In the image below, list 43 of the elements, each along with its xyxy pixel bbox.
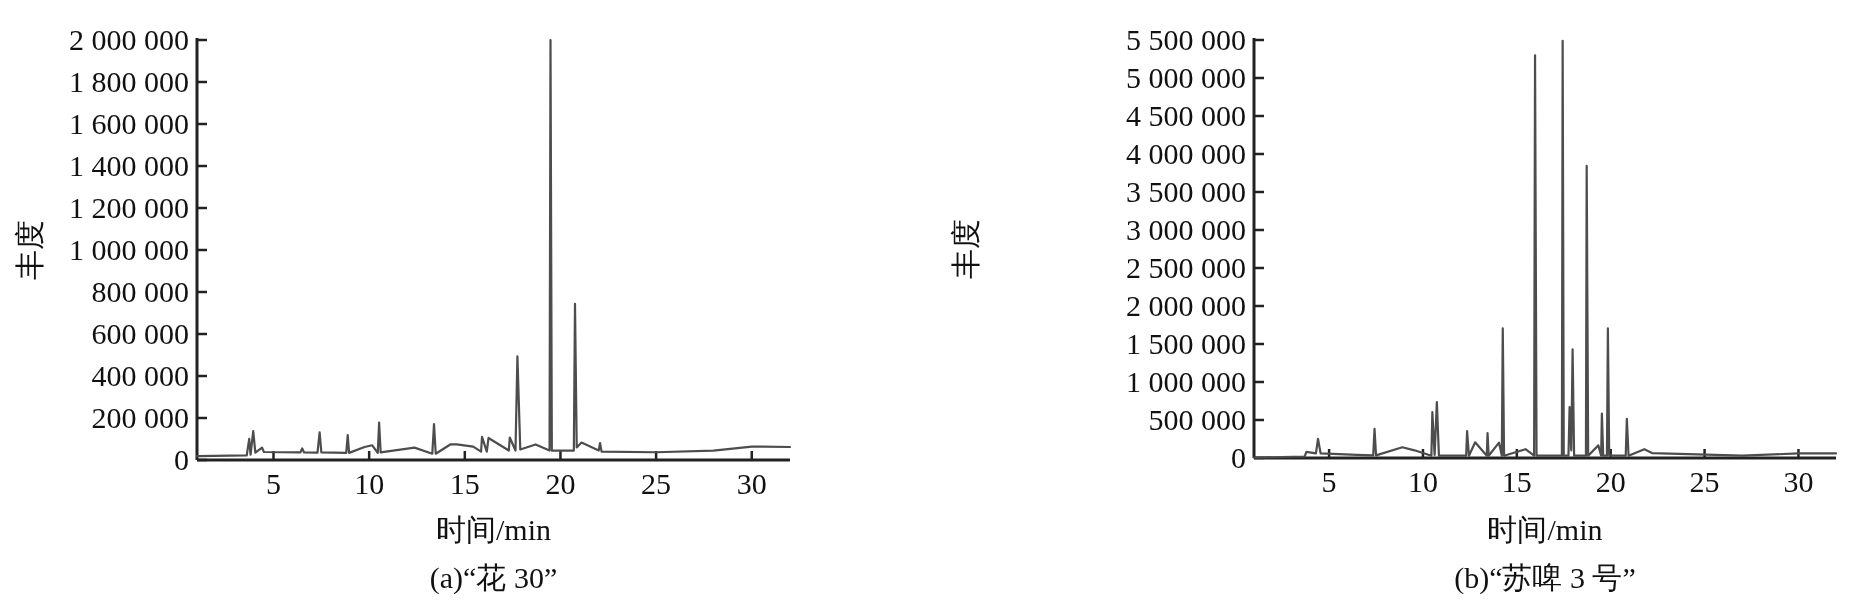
x-tick-label: 25	[641, 467, 672, 500]
x-tick-label: 25	[1689, 465, 1720, 498]
y-tick-label: 5 500 000	[1126, 23, 1246, 56]
x-axis-title: 时间/min	[1487, 513, 1603, 546]
y-tick-label: 2 000 000	[69, 23, 189, 56]
x-tick-label: 20	[545, 467, 576, 500]
y-tick-label: 4 000 000	[1126, 137, 1246, 170]
y-axis-title: 丰度	[13, 220, 46, 280]
y-tick-label: 1 200 000	[69, 191, 189, 224]
y-tick-label: 400 000	[91, 359, 189, 392]
y-tick-label: 1 000 000	[1126, 365, 1246, 398]
x-tick-label: 20	[1595, 465, 1626, 498]
text: (b)“苏啤 3 号”	[1454, 561, 1636, 595]
y-tick-label: 1 500 000	[1126, 327, 1246, 360]
x-tick-label: 30	[736, 467, 767, 500]
y-tick-label: 5 000 000	[1126, 61, 1246, 94]
x-tick-label: 10	[1407, 465, 1438, 498]
text: (a)“花 30”	[429, 561, 558, 595]
y-tick-label: 1 600 000	[69, 107, 189, 140]
y-axis-title: 丰度	[949, 219, 982, 279]
x-tick-label: 10	[354, 467, 385, 500]
y-tick-label: 1 400 000	[69, 149, 189, 182]
y-tick-label: 4 500 000	[1126, 99, 1246, 132]
x-axis-title: 时间/min	[435, 513, 552, 546]
y-tick-label: 600 000	[91, 317, 189, 350]
y-tick-label: 3 500 000	[1126, 175, 1246, 208]
x-tick-label: 15	[449, 467, 480, 500]
y-tick-label: 1 000 000	[69, 233, 189, 266]
y-tick-label: 0	[174, 443, 189, 476]
y-tick-label: 800 000	[91, 275, 189, 308]
y-tick-label: 2 000 000	[1126, 289, 1246, 322]
line-series	[195, 38, 792, 458]
x-tick-label: 5	[266, 467, 282, 500]
y-tick-label: 0	[1231, 441, 1246, 474]
y-tick-label: 2 500 000	[1126, 251, 1246, 284]
y-tick-label: 3 000 000	[1126, 213, 1246, 246]
y-tick-label: 500 000	[1148, 403, 1246, 436]
x-tick-label: 5	[1321, 465, 1337, 498]
y-tick-label: 200 000	[91, 401, 189, 434]
line-series	[1252, 39, 1838, 459]
y-tick-label: 1 800 000	[69, 65, 189, 98]
x-tick-label: 30	[1783, 465, 1814, 498]
x-tick-label: 15	[1501, 465, 1532, 498]
